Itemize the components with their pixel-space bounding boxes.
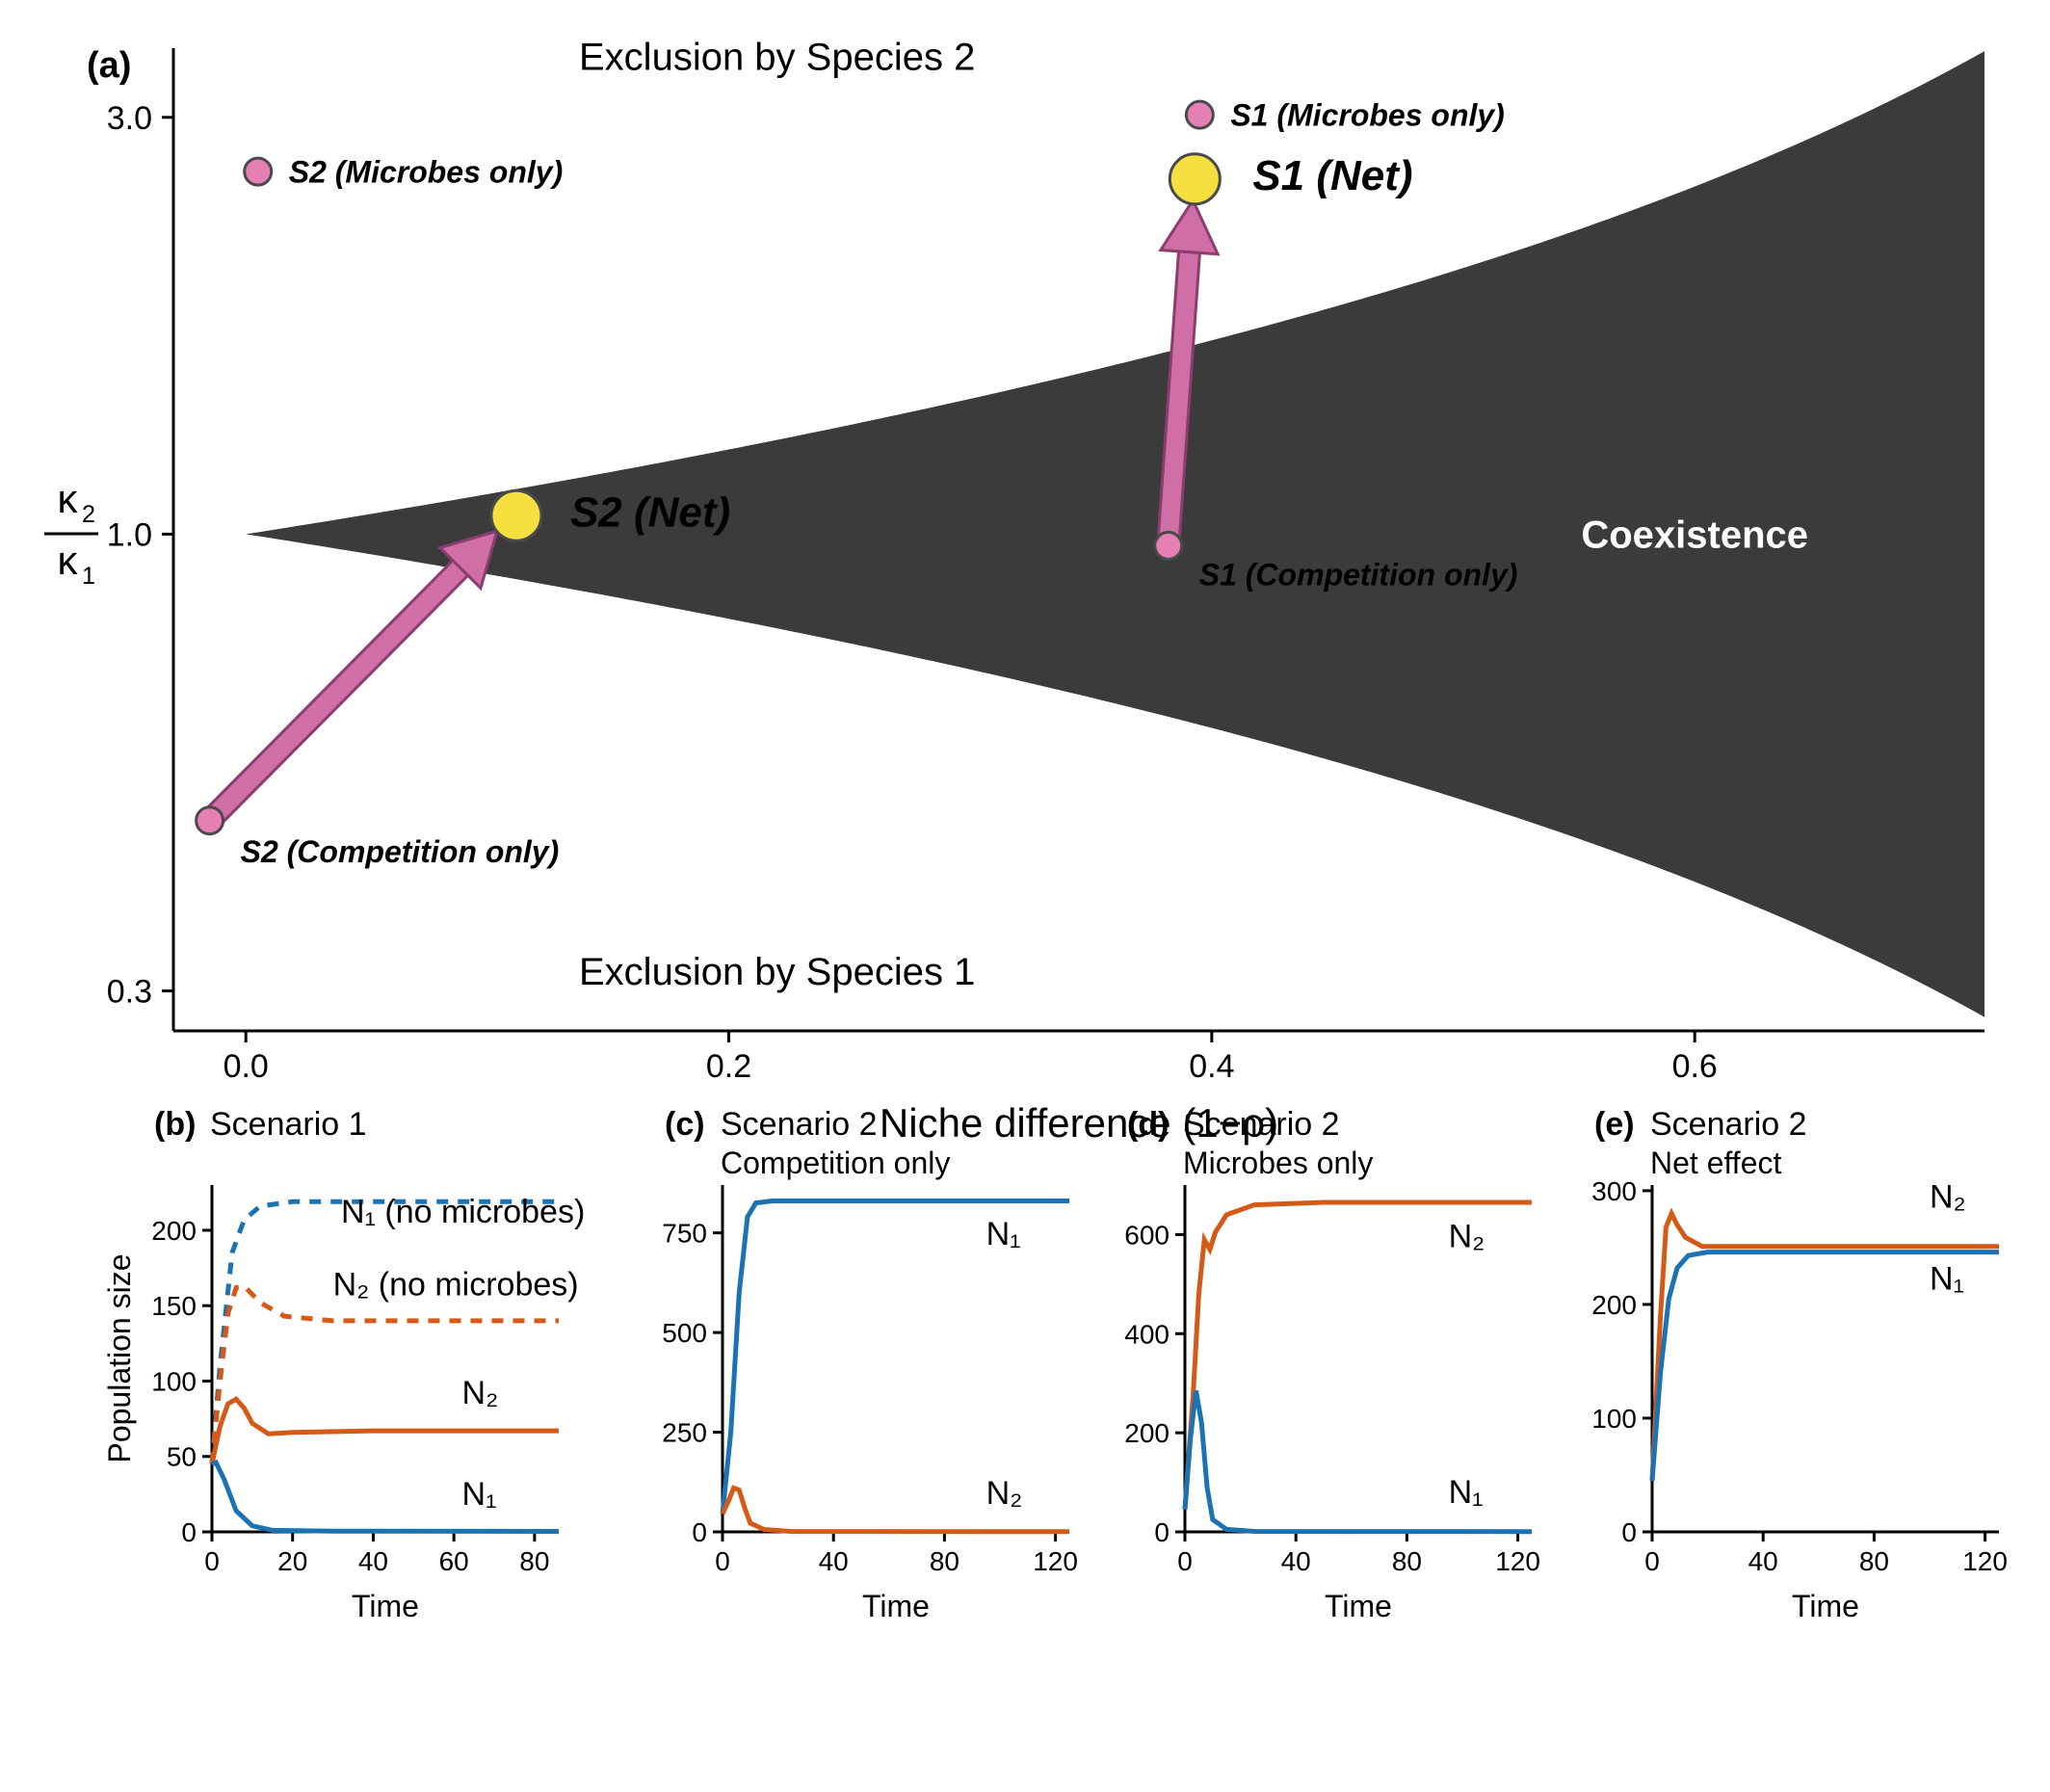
y-tick: 0 bbox=[692, 1517, 707, 1547]
panel-title: Scenario 2 bbox=[1183, 1106, 1340, 1143]
series-N2_nom bbox=[212, 1286, 559, 1464]
panel-c: 0 40 80 120 0 250 500 750 Time (c) Scenario 2Compe… bbox=[617, 1094, 1108, 1710]
x-axis-label: Time bbox=[1792, 1589, 1859, 1623]
x-axis-label: Time bbox=[862, 1589, 930, 1623]
panel-label: (a) bbox=[87, 45, 131, 86]
x-tick: 40 bbox=[1281, 1546, 1311, 1576]
y-tick: 3.0 bbox=[107, 100, 152, 137]
y-tick: 0 bbox=[1621, 1517, 1637, 1547]
y-tick: 600 bbox=[1124, 1220, 1170, 1250]
svg-text:κ: κ bbox=[58, 538, 79, 583]
series-label: N₁ (no microbes) bbox=[341, 1194, 585, 1230]
panel-title: Scenario 2 bbox=[1650, 1106, 1807, 1143]
panel-subtitle: Competition only bbox=[721, 1146, 950, 1180]
x-tick: 0.0 bbox=[223, 1048, 269, 1085]
panel-label: (c) bbox=[665, 1106, 705, 1143]
point-label: S1 (Microbes only) bbox=[1230, 97, 1505, 132]
y-tick: 200 bbox=[1124, 1418, 1170, 1448]
series-label: N₂ (no microbes) bbox=[333, 1266, 579, 1303]
x-tick: 20 bbox=[277, 1546, 307, 1576]
panel-e: 0 40 80 120 0 100 200 300 Time (e) Scenario 2Net e… bbox=[1546, 1094, 2037, 1710]
point-label: S2 (Net) bbox=[570, 489, 730, 537]
x-tick: 60 bbox=[439, 1546, 469, 1576]
s2-competition bbox=[197, 807, 223, 834]
x-tick: 120 bbox=[1495, 1546, 1540, 1576]
y-tick: 50 bbox=[167, 1442, 197, 1472]
x-tick: 0 bbox=[1644, 1546, 1660, 1576]
x-tick: 40 bbox=[1748, 1546, 1778, 1576]
y-axis-label: κ bbox=[58, 476, 79, 521]
panel-b: 020406080050100150200TimePopulation size… bbox=[106, 1094, 597, 1710]
region-upper: Exclusion by Species 2 bbox=[579, 37, 975, 79]
y-tick: 150 bbox=[151, 1291, 197, 1321]
series-N1 bbox=[212, 1463, 559, 1532]
x-axis-label: Time bbox=[352, 1589, 419, 1623]
y-tick: 750 bbox=[662, 1219, 707, 1249]
x-tick: 40 bbox=[819, 1546, 849, 1576]
series-N2 bbox=[212, 1399, 559, 1463]
series-label: N₁ bbox=[1449, 1474, 1484, 1511]
y-tick: 300 bbox=[1591, 1176, 1637, 1206]
y-tick: 400 bbox=[1124, 1319, 1170, 1349]
x-tick: 80 bbox=[1392, 1546, 1422, 1576]
s2-net bbox=[491, 490, 541, 540]
svg-text:1: 1 bbox=[82, 563, 95, 590]
panel-a: Exclusion by Species 2 Exclusion by Speci… bbox=[29, 39, 2021, 1195]
point-label: S2 (Competition only) bbox=[241, 834, 560, 869]
y-tick: 0 bbox=[1154, 1517, 1170, 1547]
panel-subtitle: Net effect bbox=[1650, 1146, 1781, 1180]
panel-label: (b) bbox=[154, 1106, 196, 1143]
x-tick: 120 bbox=[1033, 1546, 1078, 1576]
s1-net bbox=[1170, 154, 1220, 204]
panel-d: 0 40 80 120 0 200 400 600 Time (d) Scenario 2Micro… bbox=[1079, 1094, 1570, 1710]
panel-subtitle: Microbes only bbox=[1183, 1146, 1373, 1180]
series-label: N₁ bbox=[462, 1476, 497, 1513]
x-tick: 0.2 bbox=[706, 1048, 751, 1085]
series-label: N₁ bbox=[986, 1216, 1021, 1252]
x-tick: 80 bbox=[519, 1546, 549, 1576]
y-tick: 500 bbox=[662, 1318, 707, 1348]
x-tick: 0 bbox=[1177, 1546, 1193, 1576]
series-N1_nom bbox=[212, 1201, 559, 1463]
x-tick: 80 bbox=[1859, 1546, 1889, 1576]
series-label: N₁ bbox=[1930, 1261, 1964, 1298]
y-tick: 1.0 bbox=[107, 516, 152, 553]
point-label: S1 (Net) bbox=[1252, 152, 1412, 199]
panel-label: (d) bbox=[1127, 1106, 1169, 1143]
point-label: S2 (Microbes only) bbox=[289, 154, 564, 189]
s1-microbes bbox=[1186, 101, 1213, 128]
series-label: N₂ bbox=[1449, 1218, 1485, 1254]
series-label: N₂ bbox=[986, 1475, 1023, 1512]
y-tick: 200 bbox=[151, 1216, 197, 1246]
series-label: N₂ bbox=[1930, 1179, 1966, 1216]
x-tick: 0.4 bbox=[1189, 1048, 1234, 1085]
x-axis-label: Time bbox=[1325, 1589, 1392, 1623]
x-tick: 80 bbox=[930, 1546, 959, 1576]
y-axis-label: Population size bbox=[102, 1253, 137, 1463]
s2-microbes bbox=[245, 158, 272, 185]
x-tick: 0 bbox=[204, 1546, 220, 1576]
panel-label: (e) bbox=[1594, 1106, 1635, 1143]
s1-competition bbox=[1155, 532, 1182, 559]
y-tick: 200 bbox=[1591, 1290, 1637, 1320]
y-tick: 100 bbox=[1591, 1404, 1637, 1434]
region-lower: Exclusion by Species 1 bbox=[579, 951, 975, 993]
y-tick: 250 bbox=[662, 1418, 707, 1448]
y-tick: 100 bbox=[151, 1366, 197, 1396]
x-tick: 120 bbox=[1962, 1546, 2008, 1576]
y-tick: 0.3 bbox=[107, 974, 152, 1011]
y-tick: 0 bbox=[181, 1517, 197, 1547]
figure: Exclusion by Species 2 Exclusion by Speci… bbox=[29, 39, 2021, 1753]
arrow bbox=[190, 511, 518, 840]
region-coexist: Coexistence bbox=[1581, 514, 1808, 556]
series-label: N₂ bbox=[462, 1375, 499, 1411]
panel-title: Scenario 2 bbox=[721, 1106, 878, 1143]
svg-text:2: 2 bbox=[82, 501, 95, 528]
x-tick: 0 bbox=[715, 1546, 730, 1576]
x-tick: 0.6 bbox=[1672, 1048, 1718, 1085]
panel-title: Scenario 1 bbox=[210, 1106, 367, 1143]
x-tick: 40 bbox=[358, 1546, 388, 1576]
point-label: S1 (Competition only) bbox=[1199, 558, 1518, 593]
